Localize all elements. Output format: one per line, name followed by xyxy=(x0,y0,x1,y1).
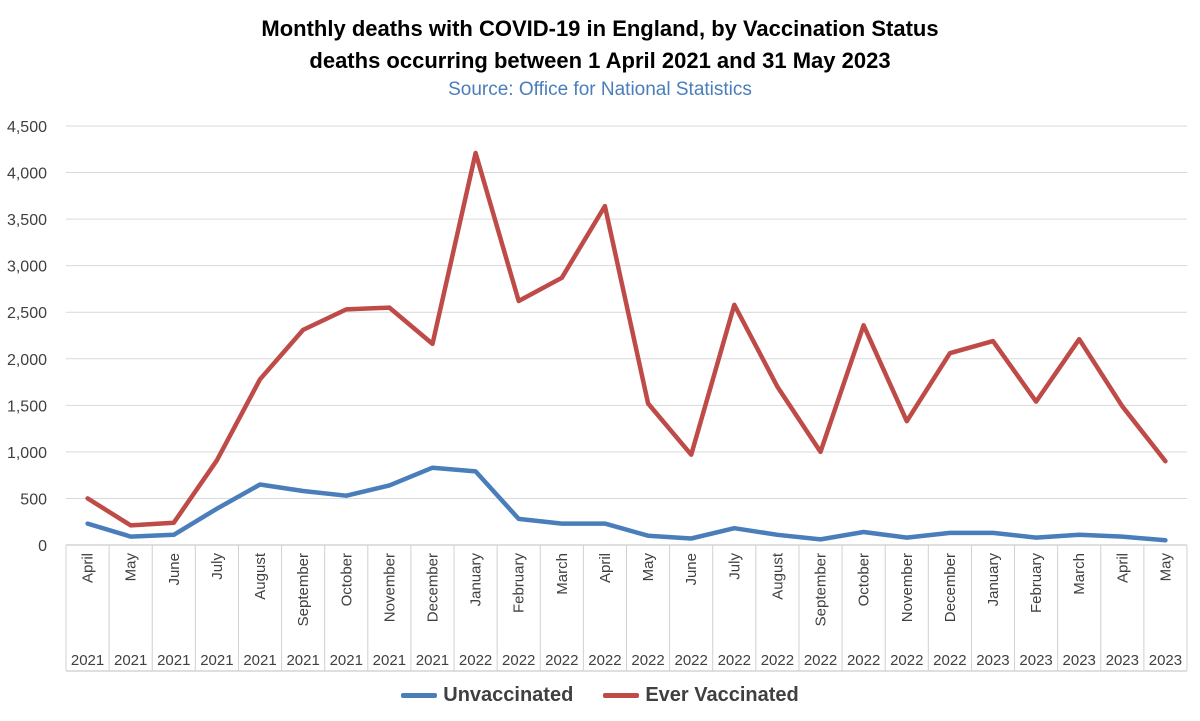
legend-swatch-ever-vaccinated xyxy=(603,693,640,698)
x-tick-label-year: 2023 xyxy=(1063,652,1096,669)
legend-item-ever-vaccinated: Ever Vaccinated xyxy=(603,684,799,707)
x-tick-label-year: 2023 xyxy=(1019,652,1052,669)
x-tick-label-month: September xyxy=(813,553,830,626)
x-tick-label-month: May xyxy=(123,553,140,582)
x-tick-label-month: October xyxy=(856,553,873,606)
legend-label-unvaccinated: Unvaccinated xyxy=(443,684,574,706)
x-tick-label-month: August xyxy=(252,552,269,600)
x-tick-label-month: June xyxy=(166,553,183,586)
x-tick-label-year: 2022 xyxy=(459,652,492,669)
x-tick-label-year: 2021 xyxy=(286,652,319,669)
x-tick-label-month: March xyxy=(554,553,571,595)
legend: Unvaccinated Ever Vaccinated xyxy=(0,684,1200,707)
x-tick-label-month: November xyxy=(381,553,398,622)
y-tick-label: 3,000 xyxy=(7,259,47,276)
x-tick-label-year: 2022 xyxy=(761,652,794,669)
x-tick-label-month: July xyxy=(726,553,743,580)
x-tick-label-year: 2021 xyxy=(243,652,276,669)
chart-subtitle: deaths occurring between 1 April 2021 an… xyxy=(309,48,891,73)
x-tick-label-month: February xyxy=(511,553,528,614)
series-line-unvaccinated xyxy=(85,465,1168,543)
x-tick-label-year: 2022 xyxy=(718,652,751,669)
x-tick-label-year: 2021 xyxy=(330,652,363,669)
x-tick-label-month: October xyxy=(338,553,355,606)
x-tick-label-month: July xyxy=(209,553,226,580)
y-tick-label: 0 xyxy=(38,538,47,555)
x-tick-label-year: 2021 xyxy=(114,652,147,669)
y-tick-label: 2,000 xyxy=(7,352,47,369)
x-tick-label-year: 2023 xyxy=(1106,652,1139,669)
y-tick-label: 1,000 xyxy=(7,445,47,462)
x-tick-label-year: 2023 xyxy=(1149,652,1182,669)
x-tick-label-month: April xyxy=(597,553,614,583)
x-tick-label-month: February xyxy=(1028,553,1045,614)
legend-swatch-unvaccinated xyxy=(401,693,438,698)
x-tick-label-month: November xyxy=(899,553,916,622)
x-tick-label-month: April xyxy=(1114,553,1131,583)
y-tick-label: 1,500 xyxy=(7,398,47,415)
x-tick-label-month: August xyxy=(769,552,786,600)
chart-source: Source: Office for National Statistics xyxy=(448,79,752,100)
y-tick-label: 4,000 xyxy=(7,166,47,183)
x-tick-label-month: January xyxy=(468,553,485,607)
x-tick-label-month: January xyxy=(985,553,1002,607)
x-tick-label-month: December xyxy=(424,553,441,622)
legend-item-unvaccinated: Unvaccinated xyxy=(401,684,573,707)
y-tick-label: 3,500 xyxy=(7,212,47,229)
x-tick-label-year: 2023 xyxy=(976,652,1009,669)
x-tick-label-year: 2022 xyxy=(502,652,535,669)
x-tick-label-year: 2021 xyxy=(200,652,233,669)
x-tick-label-year: 2022 xyxy=(804,652,837,669)
x-tick-label-year: 2022 xyxy=(588,652,621,669)
x-tick-label-month: May xyxy=(640,553,657,582)
y-tick-label: 2,500 xyxy=(7,305,47,322)
x-tick-label-month: March xyxy=(1071,553,1088,595)
legend-label-ever-vaccinated: Ever Vaccinated xyxy=(645,684,799,706)
x-tick-label-year: 2021 xyxy=(416,652,449,669)
y-tick-label: 4,500 xyxy=(7,119,47,136)
x-tick-label-month: September xyxy=(295,553,312,626)
x-tick-label-year: 2022 xyxy=(674,652,707,669)
x-tick-label-year: 2021 xyxy=(71,652,104,669)
x-tick-label-year: 2022 xyxy=(545,652,578,669)
series-line-ever-vaccinated xyxy=(85,150,1168,528)
x-tick-label-month: April xyxy=(80,553,97,583)
y-tick-label: 500 xyxy=(20,491,47,508)
x-tick-label-month: June xyxy=(683,553,700,586)
x-tick-label-year: 2021 xyxy=(157,652,190,669)
x-tick-label-year: 2021 xyxy=(373,652,406,669)
x-tick-label-year: 2022 xyxy=(631,652,664,669)
x-tick-label-year: 2022 xyxy=(847,652,880,669)
x-tick-label-month: December xyxy=(942,553,959,622)
x-tick-label-year: 2022 xyxy=(890,652,923,669)
chart-title: Monthly deaths with COVID-19 in England,… xyxy=(261,16,939,41)
x-tick-label-year: 2022 xyxy=(933,652,966,669)
x-tick-label-month: May xyxy=(1157,553,1174,582)
